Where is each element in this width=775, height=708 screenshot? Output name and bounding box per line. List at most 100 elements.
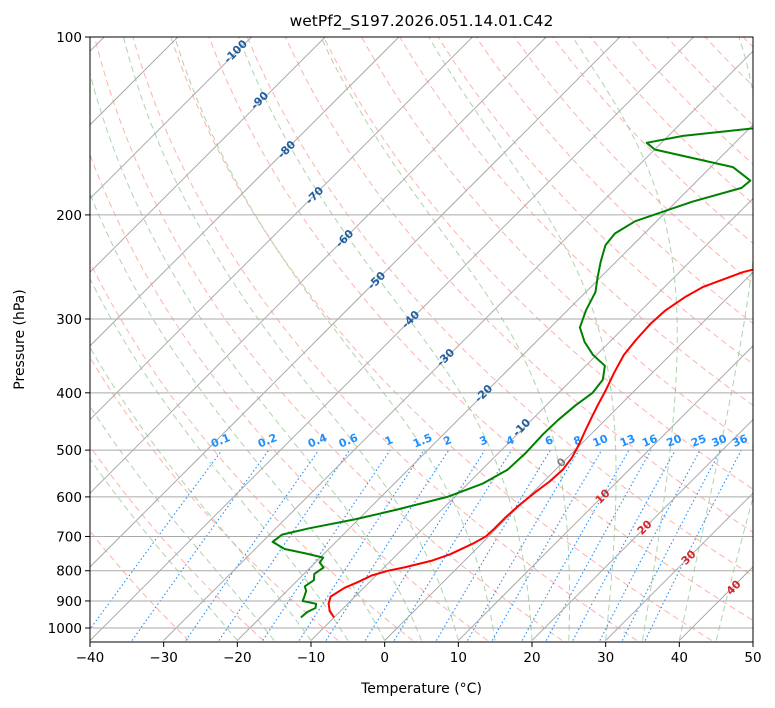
dry-adiabat-line [742,37,753,48]
dry-adiabat-label: -70 [303,184,326,207]
dry-adiabat-line [513,37,753,284]
mixing-ratio-line [90,449,223,631]
x-tick-label: 0 [380,650,389,666]
x-tick-label: −10 [297,650,326,666]
dry-adiabat-line [90,153,488,641]
x-tick-label: 20 [523,650,540,666]
mixing-ratio-line [521,449,630,641]
mixing-ratio-label: 0.2 [256,431,279,450]
moist-adiabat-line [90,346,312,641]
moist-adiabat-line [678,37,753,641]
dry-adiabat-line [90,356,339,641]
mixing-ratio-label: 25 [689,432,708,450]
y-tick-label: 900 [56,594,82,610]
moist-adiabats [90,37,753,641]
dry-adiabat-line [590,37,753,205]
isotherm-line [236,124,753,641]
moist-adiabat-line [90,192,386,641]
mixing-ratio-label: 8 [572,433,584,448]
isotherm-line [752,639,753,641]
dry-adiabat-line [208,37,753,621]
dry-adiabat-line [132,37,638,641]
isotherm-line [163,50,753,641]
sounding-series [271,127,753,619]
isotherm-line [457,345,753,641]
dry-adiabat-line [90,261,414,641]
y-tick-label: 200 [56,208,82,224]
dry-adiabat-label: -10 [510,416,533,439]
y-tick-label: 300 [56,312,82,328]
y-tick-label: 800 [56,564,82,580]
moist-adiabat-line [320,37,570,641]
x-axis-label: Temperature (°C) [360,681,482,697]
moist-adiabat-line [123,37,459,641]
moist-adiabat-line [90,405,275,641]
mixing-ratio-line [393,449,513,641]
mixing-ratio-label: 2 [441,433,453,448]
mixing-ratio-labels: 0.1 0.2 0.4 0.6 1 1.5 2 3 4 6 8 10 13 16 20 25 30 36 [209,431,750,450]
moist-adiabat-line [715,495,753,641]
y-tick-label: 500 [56,443,82,459]
dry-adiabat-line [704,37,753,87]
mixing-ratio-line [599,449,701,641]
moist-adiabat-line [90,71,422,641]
x-tick-label: 30 [597,650,614,666]
isotherm-line [678,566,753,641]
mixing-ratio-label: 0.4 [306,431,329,450]
isotherm-line [90,37,253,200]
mixing-ratio-label: 20 [665,432,684,450]
mixing-ratio-line [325,449,450,641]
isotherm-line [90,37,400,347]
plot-frame [89,36,754,643]
y-axis: 100 200 300 400 500 600 700 800 900 1000 [48,30,90,637]
x-axis: −40 −30 −20 −10 0 10 20 30 40 50 [76,642,762,666]
temperature-line [327,268,753,619]
mixing-ratio-label: 36 [730,432,749,450]
mixing-ratio-line [467,449,580,641]
grid-lines [90,37,753,641]
dry-adiabat-line [284,37,753,533]
x-tick-label: −40 [76,650,105,666]
isotherm-line [384,271,753,641]
mixing-ratio-label: 16 [640,432,659,450]
x-tick-label: 10 [450,650,467,666]
mixing-ratio-label: 3 [478,433,490,448]
y-tick-label: 1000 [48,621,82,637]
chart-title: wetPf2_S197.2026.051.14.01.C42 [290,12,554,31]
mixing-ratio-label: 1 [383,433,395,448]
y-tick-label: 600 [56,490,82,506]
x-tick-label: 40 [671,650,688,666]
isotherm-line [310,197,753,641]
mixing-ratio-line [218,449,351,641]
dry-adiabat-line [170,37,712,641]
mixing-ratio-label: 0.1 [209,431,232,450]
isotherm-line [90,37,547,494]
dry-adiabat-line [246,37,753,577]
x-tick-label: −20 [223,650,252,666]
dewpoint-line [271,127,753,619]
dry-adiabat-label: -30 [434,346,457,369]
mixing-ratio-line [185,449,320,641]
dry-adiabat-label: -90 [248,89,271,112]
y-tick-label: 700 [56,529,82,545]
mixing-ratio-line [572,449,676,641]
dry-adiabat-line [475,37,753,325]
y-tick-label: 400 [56,386,82,402]
dry-adiabat-line [552,37,753,244]
isotherm-line [90,37,474,421]
dry-adiabat-line [666,37,753,126]
mixing-ratio-line [644,449,742,641]
dry-adiabat-line [323,37,753,490]
mixing-ratio-line [298,449,425,641]
dry-adiabat-label: 0 [554,455,569,470]
y-tick-label: 100 [56,30,82,46]
x-tick-label: 50 [744,650,761,666]
mixing-ratio-lines [90,449,742,641]
dry-adiabats [90,37,753,641]
moist-adiabat-line [238,37,533,641]
moist-adiabat-line [90,458,238,641]
mixing-ratio-line [621,449,722,641]
dry-adiabat-label: 40 [724,577,744,597]
isotherm-line [90,37,621,568]
